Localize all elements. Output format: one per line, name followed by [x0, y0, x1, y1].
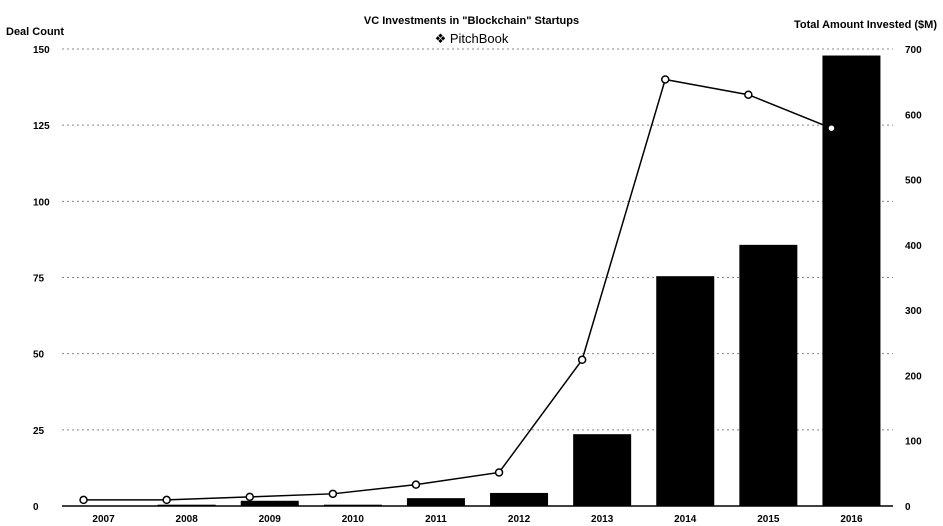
- y-axis-right-label: Total Amount Invested ($M): [794, 19, 937, 31]
- y-left-tick-label: 50: [33, 350, 45, 361]
- y-left-tick-label: 150: [33, 45, 50, 56]
- y-left-tick-label: 25: [33, 426, 45, 437]
- y-right-tick-label: 300: [905, 306, 922, 317]
- line-point: [744, 90, 753, 99]
- line-point: [328, 489, 338, 499]
- chart-title: VC Investments in "Blockchain" Startups: [363, 15, 580, 27]
- x-tick-label: 2013: [591, 514, 614, 525]
- bar: [822, 55, 881, 507]
- y-left-tick-label: 125: [33, 121, 50, 132]
- y-left-tick-label: 100: [33, 197, 50, 208]
- x-tick-label: 2010: [342, 514, 365, 525]
- brand-name: PitchBook: [449, 31, 509, 46]
- y-right-tick-label: 200: [905, 371, 922, 382]
- line-point: [661, 75, 670, 84]
- x-tick-label: 2011: [425, 514, 447, 525]
- bar: [573, 434, 632, 506]
- bar: [656, 276, 715, 506]
- y-left-tick-label: 75: [33, 274, 45, 285]
- line-point: [245, 492, 254, 502]
- line-point: [577, 355, 587, 365]
- y-right-tick-label: 500: [905, 176, 922, 187]
- line-point: [411, 480, 421, 489]
- x-tick-label: 2014: [674, 514, 697, 525]
- y-axis-left-label: Deal Count: [6, 26, 65, 38]
- x-tick-label: 2012: [508, 514, 531, 525]
- y-right-tick-label: 0: [905, 502, 911, 513]
- pitchbook-logo-icon: ❖: [434, 31, 447, 46]
- y-left-tick-label: 0: [33, 502, 39, 513]
- y-right-tick-label: 400: [905, 241, 922, 252]
- line-point: [827, 123, 836, 133]
- line-point: [162, 495, 171, 505]
- x-tick-label: 2009: [259, 514, 282, 525]
- line-point: [494, 468, 504, 477]
- brand-label: ❖ PitchBook: [0, 31, 943, 47]
- bar: [739, 244, 798, 506]
- line-point: [79, 495, 88, 505]
- bar: [406, 498, 465, 506]
- x-tick-label: 2016: [840, 514, 863, 525]
- deal-count-line: [83, 78, 832, 501]
- y-right-tick-label: 700: [905, 45, 922, 56]
- x-tick-label: 2015: [757, 514, 780, 525]
- y-right-tick-label: 600: [905, 110, 922, 121]
- x-tick-label: 2008: [176, 514, 199, 525]
- x-tick-label: 2007: [92, 514, 115, 525]
- bar: [490, 492, 549, 506]
- bar: [240, 500, 299, 506]
- y-right-tick-label: 100: [905, 437, 922, 448]
